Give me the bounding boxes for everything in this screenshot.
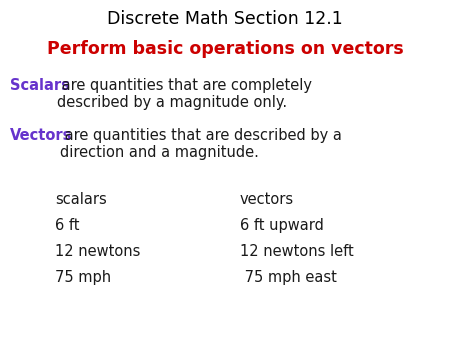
Text: 12 newtons left: 12 newtons left [240, 244, 354, 259]
Text: scalars: scalars [55, 192, 107, 207]
Text: Perform basic operations on vectors: Perform basic operations on vectors [47, 40, 403, 58]
Text: 6 ft upward: 6 ft upward [240, 218, 324, 233]
Text: 75 mph: 75 mph [55, 270, 111, 285]
Text: 75 mph east: 75 mph east [240, 270, 337, 285]
Text: are quantities that are described by a
direction and a magnitude.: are quantities that are described by a d… [60, 128, 342, 161]
Text: Scalars: Scalars [10, 78, 70, 93]
Text: vectors: vectors [240, 192, 294, 207]
Text: are quantities that are completely
described by a magnitude only.: are quantities that are completely descr… [57, 78, 312, 111]
Text: Vectors: Vectors [10, 128, 72, 143]
Text: 12 newtons: 12 newtons [55, 244, 140, 259]
Text: Discrete Math Section 12.1: Discrete Math Section 12.1 [107, 10, 343, 28]
Text: 6 ft: 6 ft [55, 218, 80, 233]
